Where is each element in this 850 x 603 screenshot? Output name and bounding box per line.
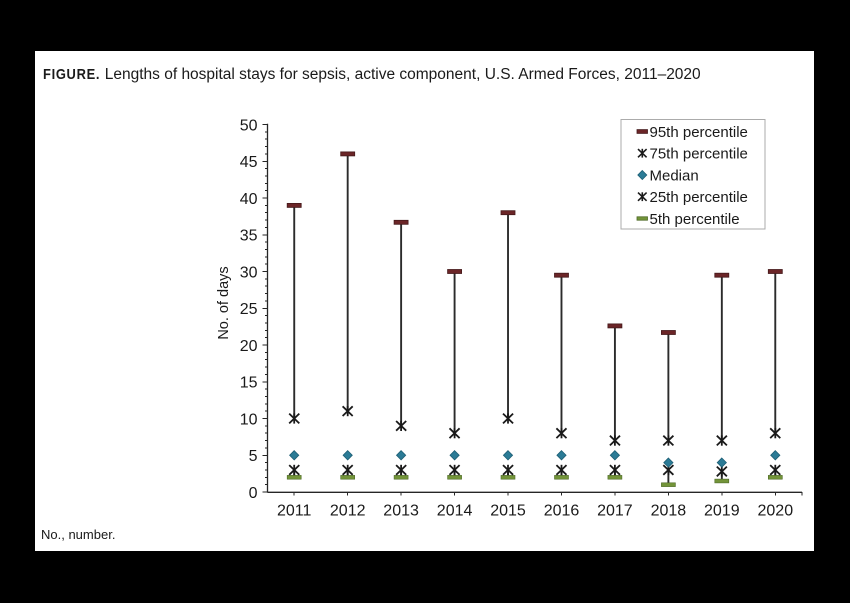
svg-text:2020: 2020 <box>758 503 794 520</box>
svg-text:2015: 2015 <box>490 503 526 520</box>
svg-text:10: 10 <box>240 411 258 428</box>
svg-text:20: 20 <box>240 338 258 355</box>
svg-text:2014: 2014 <box>437 503 473 520</box>
svg-text:45: 45 <box>240 154 258 171</box>
svg-text:50: 50 <box>240 117 258 134</box>
svg-text:2013: 2013 <box>383 503 419 520</box>
svg-text:75th percentile: 75th percentile <box>650 146 748 163</box>
svg-text:25: 25 <box>240 301 258 318</box>
svg-text:2011: 2011 <box>277 503 312 520</box>
svg-text:25th percentile: 25th percentile <box>650 189 748 206</box>
svg-text:5th percentile: 5th percentile <box>650 211 740 228</box>
svg-text:No. of days: No. of days <box>216 266 232 339</box>
svg-text:35: 35 <box>240 228 258 245</box>
svg-text:2018: 2018 <box>651 503 687 520</box>
svg-text:5: 5 <box>249 448 258 465</box>
svg-text:2019: 2019 <box>704 503 740 520</box>
svg-text:40: 40 <box>240 191 258 208</box>
svg-text:Median: Median <box>650 167 699 184</box>
svg-text:0: 0 <box>249 485 258 502</box>
svg-text:30: 30 <box>240 264 258 281</box>
svg-text:2017: 2017 <box>597 503 633 520</box>
svg-text:2016: 2016 <box>544 503 580 520</box>
svg-text:15: 15 <box>240 375 258 392</box>
svg-text:2012: 2012 <box>330 503 366 520</box>
svg-text:95th percentile: 95th percentile <box>650 124 748 141</box>
